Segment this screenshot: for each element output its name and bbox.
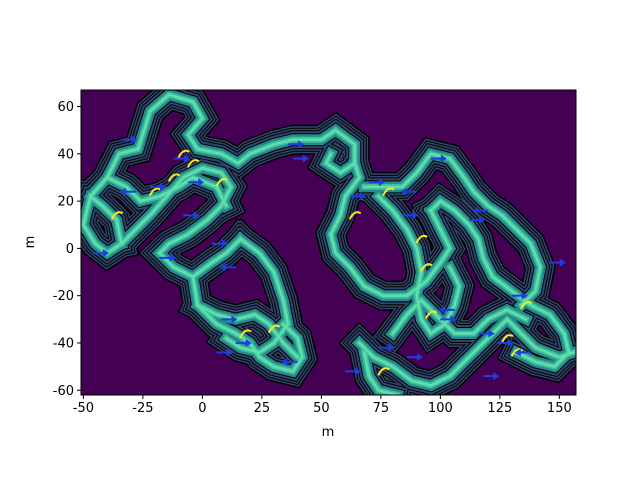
flow-arrow-head-14 — [359, 192, 366, 201]
highlight-streak-1 — [186, 159, 200, 168]
flow-arrow-head-22 — [521, 291, 528, 300]
highlight-streak-12 — [377, 367, 390, 376]
flow-arrow-head-32 — [471, 206, 478, 215]
flow-arrow-head-1 — [183, 154, 190, 163]
highlight-streak-3 — [148, 187, 162, 197]
flow-arrow-head-24 — [559, 258, 566, 267]
flow-arrow-head-18 — [450, 315, 457, 324]
flow-arrow-head-30 — [355, 367, 362, 376]
highlight-streak-6 — [415, 234, 428, 244]
corridor-left-inner-a-band-9 — [105, 175, 228, 208]
plot-area — [81, 90, 576, 395]
corridor-right-top-loop-band-9 — [362, 152, 542, 307]
flow-arrow-head-33 — [412, 211, 419, 220]
flow-arrow-head-8 — [231, 315, 238, 324]
corridor-left-inner-b-band-9 — [88, 194, 123, 246]
flow-arrow-head-10 — [226, 348, 233, 357]
corridor-right-lower-band-9 — [357, 317, 576, 387]
x-tick-label-75: 75 — [373, 401, 390, 416]
flow-arrow-head-4 — [198, 178, 205, 187]
highlight-streak-15 — [348, 211, 362, 220]
corridor-center-left-branch-band-9 — [224, 237, 290, 354]
x-tick-label--50: -50 — [73, 401, 94, 416]
y-tick-label-20: 20 — [57, 195, 74, 210]
flow-arrow-head-31 — [478, 216, 485, 225]
highlight-streak-14 — [267, 324, 281, 334]
highlight-streak-9 — [501, 334, 514, 343]
flow-arrow-head-28 — [102, 249, 109, 258]
flow-arrow-head-0 — [131, 135, 138, 144]
highlight-streak-8 — [424, 310, 438, 320]
highlight-streak-16 — [110, 211, 124, 220]
corridor-right-lower-c-band-9 — [362, 350, 400, 395]
flow-arrow-head-13 — [302, 154, 309, 163]
y-tick-label--20: -20 — [53, 289, 74, 304]
highlight-streak-5 — [382, 187, 395, 197]
y-tick-label--40: -40 — [53, 336, 74, 351]
flow-arrow-head-23 — [514, 348, 521, 357]
y-tick-label--60: -60 — [53, 384, 74, 399]
y-axis: -60 -40 -20 0 20 40 60 — [53, 100, 81, 399]
corridor-lower-left-blob-band-9 — [191, 275, 304, 373]
y-tick-label-40: 40 — [57, 147, 74, 162]
y-tick-label-0: 0 — [66, 242, 74, 257]
corridor-right-lower-b-band-9 — [391, 298, 528, 336]
x-axis: -50 -25 0 25 50 75 100 125 150 — [73, 395, 572, 416]
flow-arrow-head-2 — [119, 187, 126, 196]
y-tick-label-60: 60 — [57, 100, 74, 115]
highlight-streak-10 — [510, 348, 524, 357]
flow-arrow-head-15 — [378, 178, 385, 187]
highlight-streak-4 — [167, 173, 181, 182]
flow-arrow-head-6 — [221, 239, 228, 248]
x-axis-label: m — [322, 425, 335, 440]
flow-arrow-head-3 — [160, 182, 167, 191]
highlight-streak-2 — [215, 178, 228, 187]
flow-arrow-head-12 — [298, 140, 305, 149]
flow-arrow-head-16 — [400, 187, 407, 196]
corridor-lower-left-blob-b-band-9 — [195, 303, 300, 359]
corridor-right-inner-band-9 — [376, 194, 461, 336]
flow-arrow-head-27 — [493, 372, 500, 381]
flow-arrow-head-29 — [169, 253, 176, 262]
corridor-right-cross-band-9 — [429, 199, 571, 368]
flow-arrow-head-5 — [193, 211, 200, 220]
flow-arrow-head-20 — [488, 329, 495, 338]
flow-arrow-head-9 — [245, 338, 252, 347]
x-tick-label--25: -25 — [132, 401, 153, 416]
x-tick-label-100: 100 — [428, 401, 453, 416]
x-tick-label-0: 0 — [198, 401, 206, 416]
flow-arrow-head-26 — [417, 353, 424, 362]
flow-arrow-head-19 — [438, 305, 445, 314]
corridor-left-upper-loop-band-9 — [88, 93, 356, 199]
highlight-streak-11 — [520, 301, 533, 310]
x-tick-label-25: 25 — [254, 401, 271, 416]
x-tick-label-125: 125 — [487, 401, 512, 416]
flow-arrow-head-21 — [507, 338, 514, 347]
x-tick-label-50: 50 — [313, 401, 330, 416]
flow-arrow-head-7 — [219, 263, 226, 272]
flow-arrow-head-25 — [388, 343, 395, 352]
y-axis-label: m — [23, 236, 38, 249]
highlight-streak-13 — [239, 329, 252, 338]
x-tick-label-150: 150 — [547, 401, 572, 416]
corridor-right-upper-band-9 — [329, 161, 452, 297]
flow-arrow-head-11 — [281, 357, 288, 366]
flow-arrow-head-17 — [440, 154, 447, 163]
highlight-streak-0 — [177, 149, 190, 159]
highlight-streak-7 — [420, 263, 433, 272]
plot-frame — [80, 89, 577, 396]
